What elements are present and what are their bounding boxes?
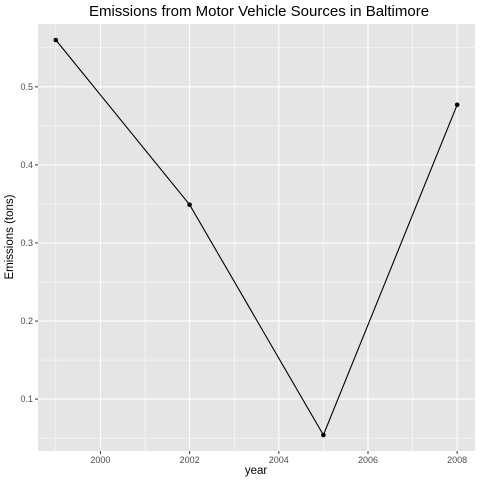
chart-title: Emissions from Motor Vehicle Sources in … bbox=[89, 3, 429, 20]
data-point bbox=[455, 102, 460, 107]
y-axis-title: Emissions (tons) bbox=[4, 194, 16, 279]
y-tick-label: 0.5 bbox=[20, 82, 33, 92]
data-point bbox=[187, 202, 192, 207]
x-axis-ticks: 2000 2002 2004 2006 2008 bbox=[90, 451, 467, 465]
y-tick-label: 0.3 bbox=[20, 238, 33, 248]
y-tick-label: 0.2 bbox=[20, 316, 33, 326]
data-point bbox=[321, 433, 326, 438]
x-tick-label: 2000 bbox=[90, 455, 110, 465]
y-axis-ticks: 0.1 0.2 0.3 0.4 0.5 bbox=[20, 82, 38, 404]
plot-panel bbox=[38, 24, 475, 451]
y-tick-label: 0.4 bbox=[20, 160, 33, 170]
x-axis-title: year bbox=[245, 465, 268, 477]
x-tick-label: 2006 bbox=[358, 455, 378, 465]
y-tick-label: 0.1 bbox=[20, 394, 33, 404]
data-point bbox=[54, 38, 59, 43]
x-tick-label: 2008 bbox=[447, 455, 467, 465]
x-tick-label: 2002 bbox=[180, 455, 200, 465]
x-tick-label: 2004 bbox=[269, 455, 289, 465]
